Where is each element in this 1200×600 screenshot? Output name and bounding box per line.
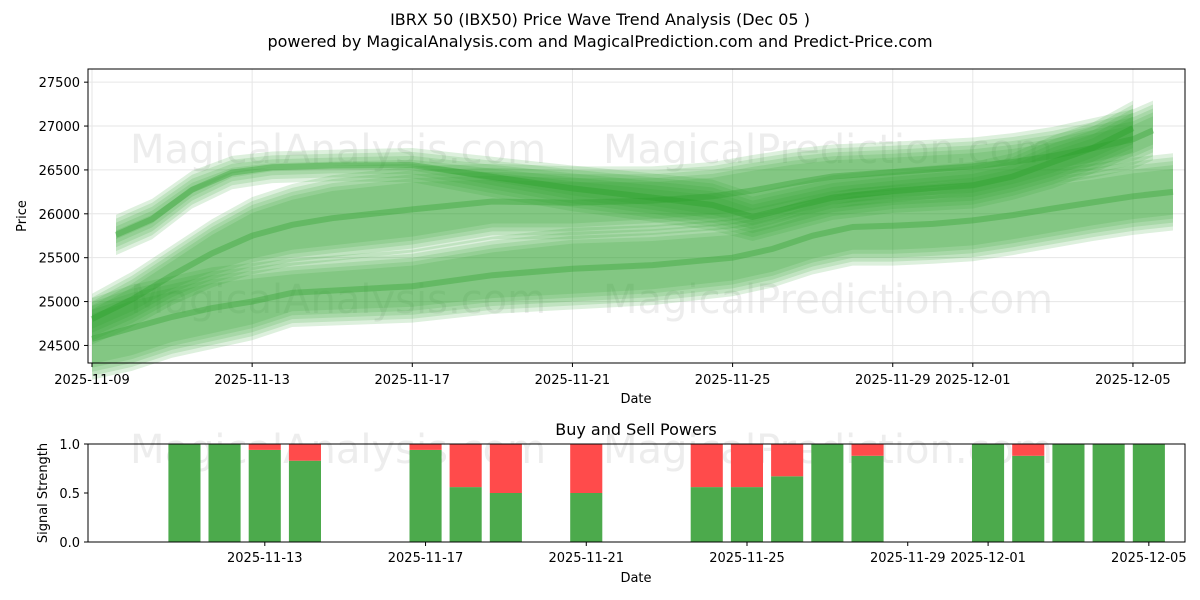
power-panel: Buy and Sell Powers MagicalAnalysis.com … [36, 420, 1187, 586]
buy-bar [851, 455, 884, 542]
power-x-label: Date [620, 571, 651, 586]
wave-band-3 [92, 157, 1173, 368]
wave-band-3 [92, 161, 1173, 372]
buy-bar [1012, 455, 1045, 542]
buy-bar [208, 444, 241, 542]
price-y-tick-label: 24500 [39, 339, 80, 354]
wave-band-3 [92, 165, 1173, 376]
wave-band-3 [92, 153, 1173, 364]
wave-band-1 [116, 112, 1133, 252]
price-x-tick-label: 2025-11-09 [54, 373, 130, 388]
power-bars [168, 444, 1165, 542]
power-x-tick-label: 2025-11-29 [870, 551, 946, 566]
wave-bands [90, 100, 1174, 380]
power-y-label: Signal Strength [36, 443, 51, 543]
price-grid [88, 69, 1185, 363]
sell-bar [1012, 444, 1045, 456]
buy-bar [409, 449, 442, 542]
buy-bar [248, 449, 281, 542]
sell-bar [248, 444, 281, 450]
wave-band-2 [92, 116, 1153, 345]
buy-bar [1052, 444, 1085, 542]
wave-band-1 [116, 108, 1133, 248]
price-y-label: Price [15, 200, 30, 232]
power-title: Buy and Sell Powers [555, 420, 717, 439]
buy-bar [168, 444, 201, 542]
price-y-tick-label: 25500 [39, 252, 80, 267]
price-panel: MagicalAnalysis.com MagicalPrediction.co… [15, 68, 1186, 407]
power-x-tick-label: 2025-11-13 [227, 551, 303, 566]
power-x-tick-label: 2025-12-05 [1111, 551, 1187, 566]
wave-band-2 [92, 104, 1153, 333]
wave-center-1 [114, 125, 1135, 238]
price-axes-frame [87, 68, 1186, 364]
power-y-tick-label: 0.5 [59, 487, 80, 502]
wave-center-3 [91, 188, 1174, 342]
wave-center-2 [90, 127, 1155, 322]
wave-band-3 [92, 169, 1173, 380]
wave-band-2 [92, 108, 1153, 337]
buy-bar [449, 487, 482, 542]
power-x-tick-label: 2025-12-01 [950, 551, 1026, 566]
buy-bar [690, 487, 723, 542]
price-x-tick-label: 2025-11-17 [375, 373, 451, 388]
buy-bar [288, 460, 321, 542]
sell-bar [288, 444, 321, 461]
wave-band-1 [116, 104, 1133, 244]
watermark-4: MagicalPrediction.com [603, 277, 1053, 323]
price-y-tick-label: 25000 [39, 296, 80, 311]
price-x-tick-label: 2025-11-29 [855, 373, 931, 388]
power-x-tick-label: 2025-11-21 [548, 551, 624, 566]
power-x-ticks: 2025-11-13 2025-11-17 2025-11-21 2025-11-25… [227, 542, 1187, 566]
wave-band-2 [92, 112, 1153, 341]
price-x-tick-label: 2025-11-13 [214, 373, 290, 388]
power-x-tick-label: 2025-11-17 [388, 551, 464, 566]
chart-title: IBRX 50 (IBX50) Price Wave Trend Analysi… [390, 10, 810, 29]
buy-bar [972, 444, 1005, 542]
buy-bar [570, 493, 603, 542]
buy-bar [771, 476, 804, 542]
sell-bar [771, 444, 804, 477]
wave-band-1 [116, 116, 1133, 256]
power-y-tick-label: 0.0 [59, 536, 80, 551]
sell-bar [570, 444, 603, 493]
buy-bar [1132, 444, 1165, 542]
price-y-tick-label: 27500 [39, 76, 80, 91]
price-y-tick-label: 27000 [39, 120, 80, 135]
buy-bar [730, 487, 763, 542]
wave-band-1 [116, 100, 1133, 240]
power-y-ticks: 0.0 0.5 1.0 [59, 438, 88, 551]
price-x-tick-label: 2025-11-21 [535, 373, 611, 388]
price-y-ticks: 24500 25000 25500 26000 26500 27000 27500 [39, 76, 88, 354]
buy-bar [811, 444, 844, 542]
sell-bar [690, 444, 723, 488]
price-y-tick-label: 26500 [39, 164, 80, 179]
power-y-tick-label: 1.0 [59, 438, 80, 453]
power-x-tick-label: 2025-11-25 [709, 551, 785, 566]
price-y-tick-label: 26000 [39, 208, 80, 223]
sell-bar [851, 444, 884, 456]
price-watermarks: MagicalAnalysis.com MagicalPrediction.co… [130, 127, 1053, 323]
watermark-3: MagicalAnalysis.com [130, 277, 546, 323]
price-x-label: Date [620, 392, 651, 407]
chart-subtitle: powered by MagicalAnalysis.com and Magic… [267, 32, 932, 51]
price-x-ticks: 2025-11-09 2025-11-13 2025-11-17 2025-11-21… [54, 363, 1171, 388]
wave-band-2 [92, 100, 1153, 329]
price-x-tick-label: 2025-12-05 [1095, 373, 1171, 388]
buy-bar [1092, 444, 1125, 542]
sell-bar [730, 444, 763, 488]
sell-bar [489, 444, 522, 493]
sell-bar [449, 444, 482, 488]
watermark-2: MagicalPrediction.com [603, 127, 1053, 173]
watermark-1: MagicalAnalysis.com [130, 127, 546, 173]
buy-bar [489, 493, 522, 542]
sell-bar [409, 444, 442, 450]
price-x-tick-label: 2025-11-25 [695, 373, 771, 388]
price-x-tick-label: 2025-12-01 [935, 373, 1011, 388]
